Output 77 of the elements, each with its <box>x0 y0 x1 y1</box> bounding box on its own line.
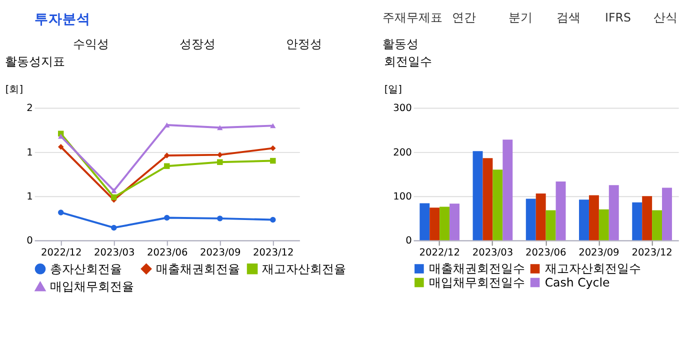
text: 성장성 <box>179 36 216 51</box>
point <box>164 214 170 221</box>
legend-label: 매출채권회전율 <box>156 262 240 276</box>
x-tick-label: 2023/09 <box>200 248 241 259</box>
legend-label: 재고자산회전일수 <box>544 262 641 276</box>
point <box>58 144 64 150</box>
point <box>270 123 276 128</box>
y-tick-label: 2 <box>26 103 33 114</box>
x-tick-label: 2023/06 <box>147 248 188 259</box>
y-tick-label: 200 <box>393 147 412 158</box>
bar <box>579 200 589 240</box>
text: 연간 <box>452 10 476 25</box>
bar <box>440 206 450 240</box>
x-tick-label: 2022/12 <box>41 248 82 259</box>
x-tick-label: 2023/03 <box>94 248 135 259</box>
text: 산식 <box>653 10 678 25</box>
point <box>270 216 276 223</box>
bar <box>652 210 662 240</box>
point <box>111 188 117 194</box>
y-tick-label: 1 <box>26 192 33 203</box>
bar <box>472 151 483 240</box>
y-tick-label: 0 <box>26 236 33 247</box>
bar <box>420 203 430 240</box>
chart-title: 활동성지표 <box>4 54 65 69</box>
legend-label: 총자산회전율 <box>50 262 122 276</box>
text: 분기 <box>508 10 532 25</box>
y-tick-label: 0 <box>406 236 412 247</box>
bar <box>430 208 440 240</box>
point <box>217 216 223 222</box>
point <box>270 145 276 152</box>
point <box>217 152 223 158</box>
bar <box>482 158 493 240</box>
text: 활동성 <box>382 36 419 51</box>
x-tick-label: 2023/03 <box>472 248 514 259</box>
legend-label: 매입채무회전율 <box>50 279 134 294</box>
bar <box>556 182 566 240</box>
x-tick-label: 2023/09 <box>578 248 620 259</box>
y-axis-title: [회] <box>5 84 24 96</box>
bar <box>546 210 556 240</box>
bar <box>492 170 503 240</box>
text: 투자분석 <box>34 11 90 28</box>
text: 수익성 <box>73 36 110 51</box>
bar <box>662 188 672 240</box>
text: 안정성 <box>286 36 322 51</box>
point <box>217 159 223 165</box>
bar <box>502 140 513 240</box>
legend-label: 재고자산회전율 <box>262 262 346 276</box>
x-tick-label: 2023/06 <box>525 248 566 259</box>
y-axis-title: [일] <box>384 84 402 96</box>
y-tick-label: 1 <box>26 147 33 158</box>
text: 검색 <box>556 10 581 25</box>
bar <box>598 209 609 240</box>
y-tick-label: 100 <box>393 192 412 203</box>
chart-title: 회전일수 <box>384 54 432 69</box>
point <box>58 210 64 216</box>
point <box>270 158 276 164</box>
x-tick-label: 2023/12 <box>632 248 672 259</box>
x-tick-label: 2022/12 <box>419 248 460 259</box>
x-tick-label: 2023/12 <box>253 248 294 259</box>
text: IFRS <box>605 10 631 25</box>
bar <box>642 196 652 240</box>
point <box>164 122 170 128</box>
legend-label: 매출채권회전일수 <box>429 262 525 276</box>
bar <box>632 202 642 240</box>
legend-label: Cash Cycle <box>544 275 610 290</box>
point <box>164 163 170 169</box>
point <box>111 224 117 231</box>
bar <box>536 193 546 240</box>
point <box>217 125 223 130</box>
point <box>111 194 117 200</box>
bar <box>608 185 619 240</box>
bar <box>588 195 599 240</box>
text: 주재무제표 <box>382 10 443 25</box>
bar <box>450 204 460 240</box>
y-tick-label: 300 <box>393 103 412 114</box>
legend-label: 매입채무회전일수 <box>429 275 525 290</box>
bar <box>526 198 536 240</box>
